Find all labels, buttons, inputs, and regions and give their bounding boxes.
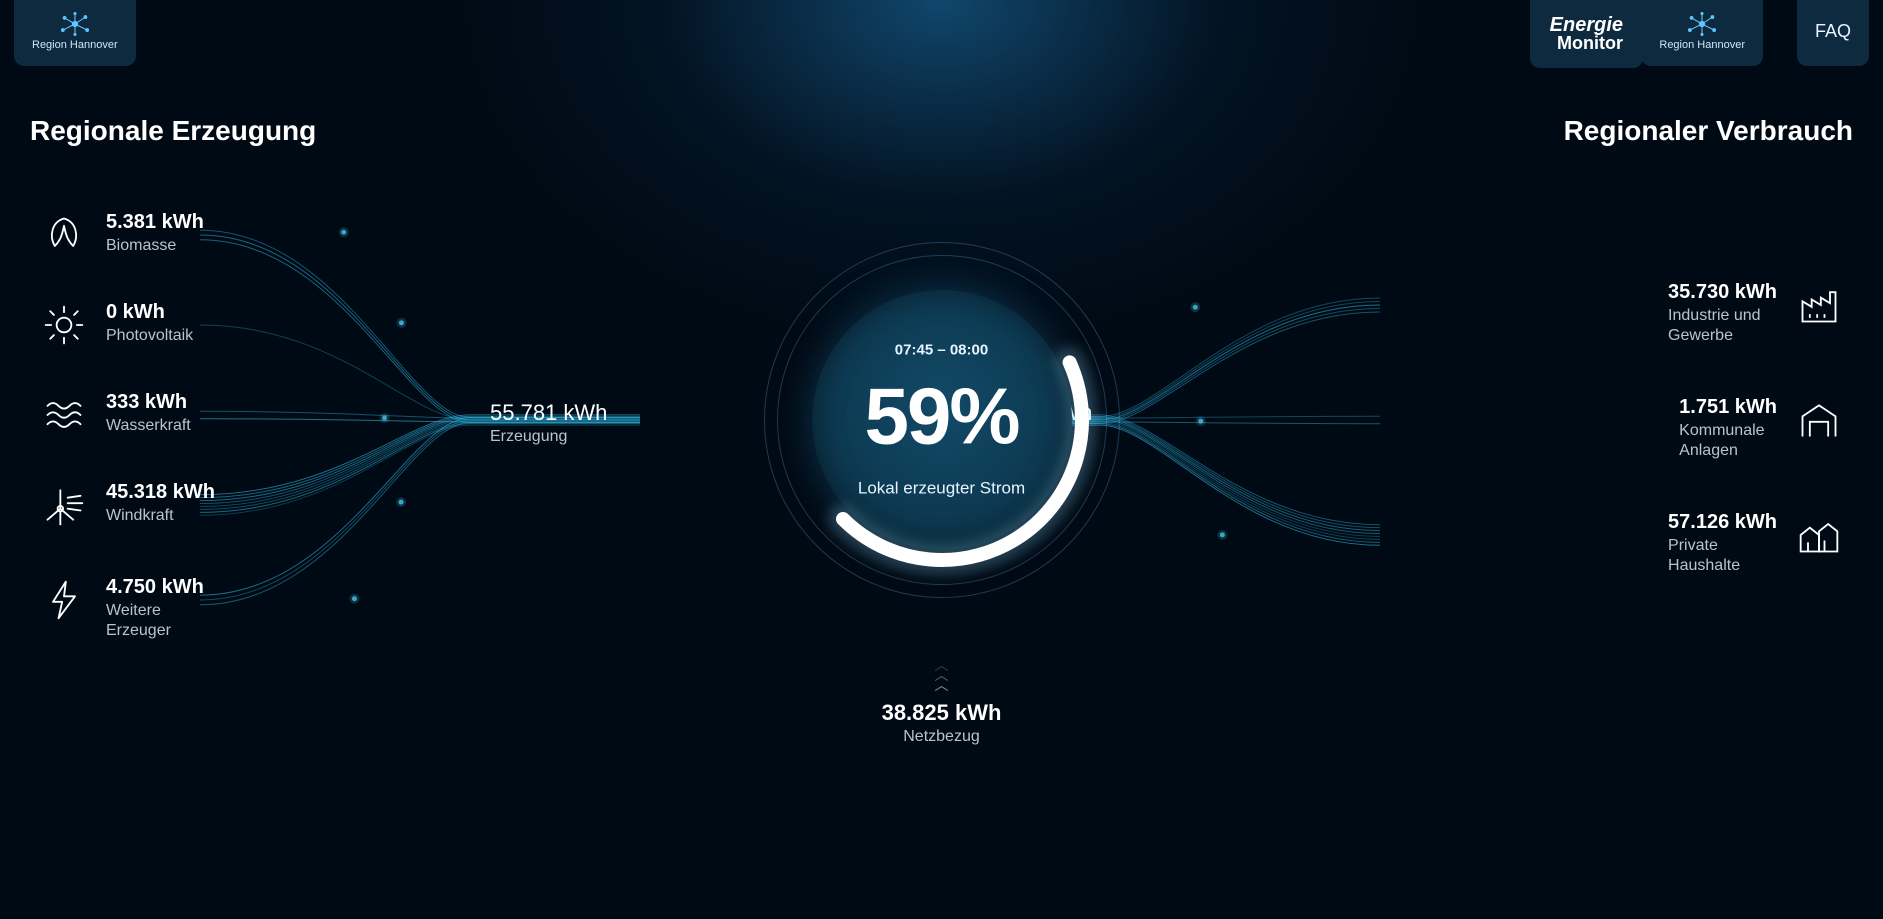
item-value: 1.751 kWh	[1679, 396, 1777, 419]
faq-button[interactable]: FAQ	[1797, 0, 1869, 66]
item-value: 4.750 kWh	[106, 576, 204, 599]
percent-value: 59%	[812, 377, 1072, 457]
houses-icon	[1795, 511, 1843, 559]
generation-item-wasserkraft: 333 kWhWasserkraft	[40, 391, 191, 439]
consumption-item-industrie: 35.730 kWhIndustrie undGewerbe	[1668, 281, 1843, 346]
factory-icon	[1795, 281, 1843, 329]
consumption-heading: Regionaler Verbrauch	[1564, 115, 1853, 147]
sun-icon	[40, 301, 88, 349]
item-value: 5.381 kWh	[106, 211, 204, 234]
shed-icon	[1795, 396, 1843, 444]
region-badge-left[interactable]: Region Hannover	[14, 0, 136, 66]
timerange: 07:45 – 08:00	[812, 342, 1072, 359]
waves-icon	[40, 391, 88, 439]
grid-import: ︿︿︿ 38.825 kWh Netzbezug	[882, 660, 1002, 746]
item-value: 333 kWh	[106, 391, 191, 414]
region-label: Region Hannover	[32, 39, 118, 51]
chevron-up-icon: ︿︿︿	[882, 660, 1002, 690]
item-label: Windkraft	[106, 506, 215, 526]
center-gauge: 07:45 – 08:00 59% Lokal erzeugter Strom	[772, 250, 1112, 590]
network-icon	[1684, 11, 1720, 37]
region-label: Region Hannover	[1659, 39, 1745, 51]
generation-total: 55.781 kWh Erzeugung	[490, 400, 607, 446]
item-value: 45.318 kWh	[106, 481, 215, 504]
generation-heading: Regionale Erzeugung	[30, 115, 316, 147]
region-badge-right[interactable]: Region Hannover	[1641, 0, 1763, 66]
item-label: Photovoltaik	[106, 326, 193, 346]
item-value: 57.126 kWh	[1668, 511, 1777, 534]
leaf-icon	[40, 211, 88, 259]
item-label: Wasserkraft	[106, 416, 191, 436]
item-label: WeitereErzeuger	[106, 601, 204, 641]
item-label: Industrie undGewerbe	[1668, 306, 1777, 346]
item-value: 35.730 kWh	[1668, 281, 1777, 304]
faq-label: FAQ	[1815, 21, 1851, 42]
app-name: Energie Monitor	[1550, 16, 1623, 52]
grid-value: 38.825 kWh	[882, 700, 1002, 726]
generation-item-weitere: 4.750 kWhWeitereErzeuger	[40, 576, 204, 641]
bolt-icon	[40, 576, 88, 624]
generation-item-photovoltaik: 0 kWhPhotovoltaik	[40, 301, 193, 349]
wind-icon	[40, 481, 88, 529]
app-name-badge[interactable]: Energie Monitor	[1530, 0, 1643, 68]
item-value: 0 kWh	[106, 301, 193, 324]
grid-label: Netzbezug	[882, 728, 1002, 746]
gauge-subtitle: Lokal erzeugter Strom	[812, 479, 1072, 499]
generation-item-windkraft: 45.318 kWhWindkraft	[40, 481, 215, 529]
consumption-item-kommunal: 1.751 kWhKommunaleAnlagen	[1679, 396, 1843, 461]
item-label: Biomasse	[106, 236, 204, 256]
consumption-item-haushalte: 57.126 kWhPrivateHaushalte	[1668, 511, 1843, 576]
network-icon	[57, 11, 93, 37]
item-label: PrivateHaushalte	[1668, 536, 1777, 576]
item-label: KommunaleAnlagen	[1679, 421, 1777, 461]
generation-item-biomasse: 5.381 kWhBiomasse	[40, 211, 204, 259]
